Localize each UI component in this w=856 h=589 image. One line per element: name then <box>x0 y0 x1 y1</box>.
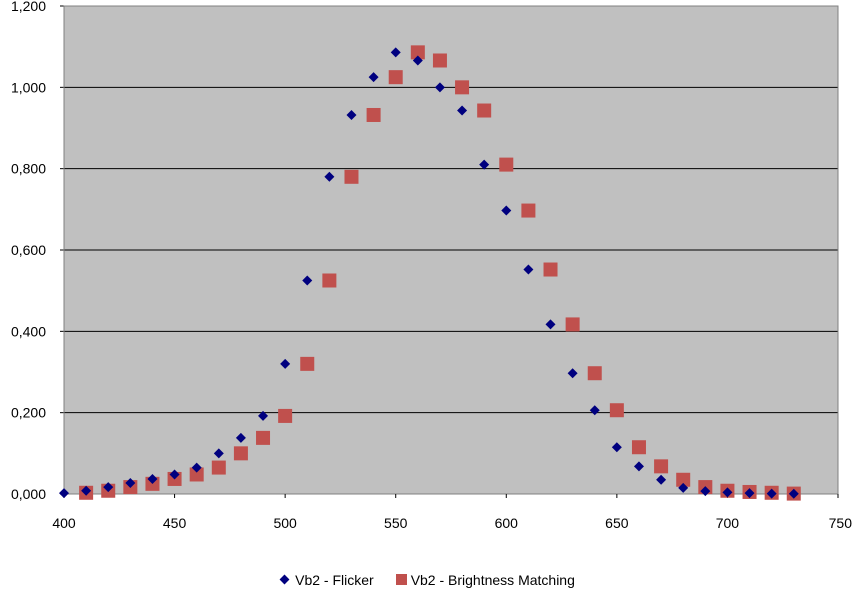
y-tick-label: 0,000 <box>11 486 46 502</box>
data-point-flicker <box>523 264 534 275</box>
data-point-brightness <box>432 53 447 68</box>
data-point-brightness <box>211 460 226 475</box>
data-point-flicker <box>346 109 357 120</box>
data-point-flicker <box>368 72 379 83</box>
data-point-flicker <box>611 442 622 453</box>
y-axis-tick-labels: 0,000 0,200 0,400 0,600 0,800 1,000 1,200 <box>11 0 46 502</box>
data-point-flicker <box>147 473 158 484</box>
data-point-flicker <box>589 405 600 416</box>
legend-label-flicker: Vb2 - Flicker <box>295 571 374 588</box>
data-point-brightness <box>521 203 536 218</box>
data-point-brightness <box>654 459 669 474</box>
data-point-flicker <box>280 358 291 369</box>
data-point-flicker <box>700 486 711 497</box>
data-point-brightness <box>300 356 315 371</box>
data-point-brightness <box>278 408 293 423</box>
data-point-brightness <box>233 446 248 461</box>
data-point-brightness <box>676 472 691 487</box>
data-point-flicker <box>479 159 490 170</box>
data-point-flicker <box>501 205 512 216</box>
data-point-flicker <box>545 319 556 330</box>
data-point-flicker <box>191 462 202 473</box>
y-tick-label: 1,000 <box>11 79 46 95</box>
data-point-flicker <box>633 461 644 472</box>
data-point-brightness <box>543 262 558 277</box>
x-tick-label: 550 <box>384 515 408 531</box>
data-point-flicker <box>656 474 667 485</box>
data-point-flicker <box>434 82 445 93</box>
data-point-brightness <box>609 403 624 418</box>
data-point-flicker <box>302 275 313 286</box>
y-tick-label: 0,400 <box>11 323 46 339</box>
x-tick-label: 450 <box>163 515 187 531</box>
data-point-flicker <box>722 487 733 498</box>
data-point-brightness <box>410 45 425 60</box>
data-point-flicker <box>457 105 468 116</box>
data-point-flicker <box>567 368 578 379</box>
data-point-brightness <box>322 273 337 288</box>
data-point-flicker <box>169 469 180 480</box>
legend-item-flicker: Vb2 - Flicker <box>279 570 374 589</box>
plot-border <box>63 5 839 495</box>
x-tick-label: 400 <box>52 515 76 531</box>
data-point-brightness <box>499 157 514 172</box>
legend: Vb2 - Flicker Vb2 - Brightness Matching <box>0 570 856 589</box>
legend-label-brightness: Vb2 - Brightness Matching <box>410 571 575 588</box>
data-point-flicker <box>744 488 755 499</box>
data-point-flicker <box>412 55 423 66</box>
y-tick-label: 0,600 <box>11 242 46 258</box>
data-point-brightness <box>477 103 492 118</box>
x-tick-label: 750 <box>829 515 853 531</box>
x-tick-label: 700 <box>716 515 740 531</box>
square-marker-icon <box>395 574 407 585</box>
diamond-marker-icon <box>279 574 290 585</box>
data-point-brightness <box>631 440 646 455</box>
data-point-brightness <box>344 169 359 184</box>
data-point-flicker <box>103 482 114 493</box>
data-point-brightness <box>388 70 403 85</box>
data-point-flicker <box>766 488 777 499</box>
legend-item-brightness: Vb2 - Brightness Matching <box>395 570 575 589</box>
y-tick-label: 1,200 <box>11 0 46 14</box>
data-point-brightness <box>189 467 204 482</box>
data-point-flicker <box>213 448 224 459</box>
x-tick-label: 600 <box>495 515 519 531</box>
y-tick-label: 0,800 <box>11 161 46 177</box>
data-point-flicker <box>324 171 335 182</box>
data-point-brightness <box>256 430 271 445</box>
data-point-brightness <box>455 80 470 95</box>
x-tick-label: 500 <box>273 515 297 531</box>
data-point-flicker <box>390 47 401 58</box>
data-point-brightness <box>366 107 381 122</box>
data-point-flicker <box>235 432 246 443</box>
series-flicker <box>59 47 799 499</box>
x-tick-label: 650 <box>605 515 629 531</box>
y-tick-label: 0,200 <box>11 405 46 421</box>
data-point-flicker <box>258 410 269 421</box>
data-point-brightness <box>587 366 602 381</box>
series-brightness-matching <box>79 45 801 501</box>
data-point-flicker <box>81 485 92 496</box>
data-point-flicker <box>678 482 689 493</box>
data-point-brightness <box>565 317 580 332</box>
data-point-flicker <box>125 478 136 489</box>
data-point-flicker <box>59 488 69 499</box>
x-axis-tick-labels: 400 450 500 550 600 650 700 750 <box>52 515 852 531</box>
data-point-flicker <box>788 488 799 499</box>
